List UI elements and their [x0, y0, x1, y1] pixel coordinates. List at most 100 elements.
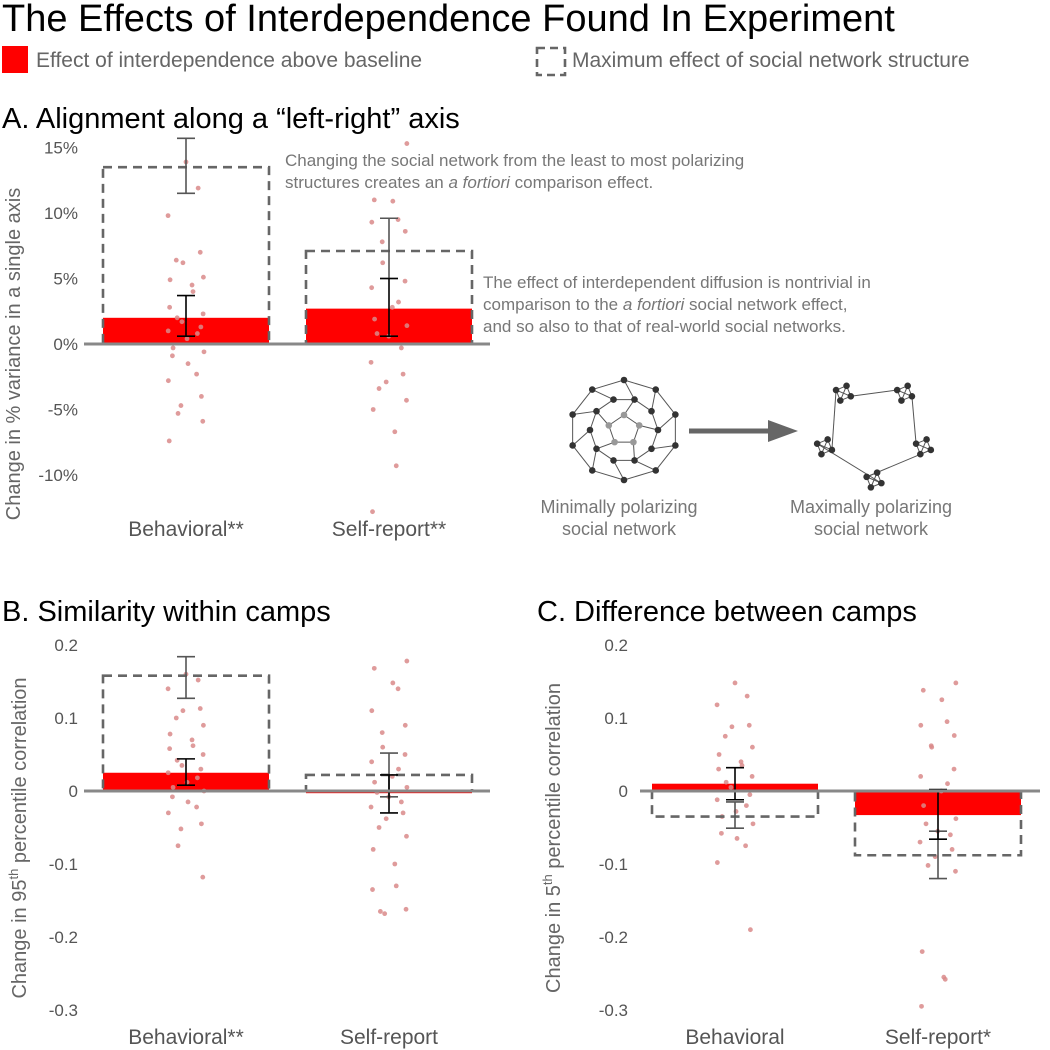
panel-b-data-point [395, 686, 401, 692]
panel-b-data-point [392, 861, 398, 867]
panel-c-data-point [939, 697, 945, 703]
network-node [631, 396, 638, 403]
panel-c-ytick-label: -0.3 [599, 1001, 628, 1020]
panel-a-data-point [396, 299, 401, 305]
panel-c-data-point [743, 843, 748, 849]
panel-b-data-point [393, 883, 399, 889]
network-node [863, 473, 870, 481]
network-edge [589, 411, 597, 431]
network-node [824, 436, 831, 443]
network-node [893, 386, 901, 394]
network-node [927, 446, 935, 454]
panel-a-data-point [175, 411, 181, 416]
network-node [672, 411, 679, 418]
network-edge [623, 379, 635, 400]
network-node [635, 422, 643, 429]
panel-c-data-point [714, 860, 720, 865]
panel-c-data-point [953, 680, 959, 686]
panel-a-data-point [199, 394, 204, 399]
panel-b-data-point [185, 799, 191, 805]
panel-b-data-point [402, 722, 408, 728]
panel-a-data-point [201, 349, 207, 355]
panel-b-data-point [376, 825, 382, 830]
panel-a-data-point [166, 438, 172, 444]
panel-a-data-point [167, 304, 173, 310]
network-node [652, 467, 660, 474]
network-edge [572, 410, 597, 416]
panel-b-data-point [197, 706, 203, 711]
network-node [873, 469, 881, 476]
panel-a-data-point [376, 386, 382, 391]
network-node [620, 376, 628, 384]
panel-a-data-point [370, 407, 376, 412]
panel-b-data-point [400, 810, 406, 816]
annotation-2-line-2: comparison to the a fortiori social netw… [483, 295, 847, 314]
panel-b-data-point [404, 833, 409, 839]
panel-c-data-point [750, 821, 756, 827]
panel-c-data-point [949, 847, 955, 852]
panel-a-data-point [179, 319, 185, 325]
panel-a-data-point [374, 331, 380, 336]
panel-b-data-point [195, 677, 201, 683]
panel-c-data-point [728, 784, 734, 790]
network-edge [816, 443, 882, 484]
panel-c-data-point [947, 832, 953, 838]
panel-c-data-point [747, 792, 753, 798]
panel-a-ytick-label: -5% [48, 401, 78, 420]
legend-red-label: Effect of interdependence above baseline [36, 49, 422, 72]
panel-b-data-point [368, 804, 374, 810]
panel-a-data-point [200, 311, 206, 317]
panel-c-data-point [744, 693, 750, 699]
panel-c-ytick-label: 0.1 [604, 709, 628, 728]
panel-a-data-point [165, 328, 171, 334]
max-network-label-line-2: social network [814, 519, 929, 539]
panel-b-data-point [189, 737, 195, 743]
panel-b-data-point [372, 779, 377, 785]
panel-b-data-point [382, 911, 388, 917]
network-edge [592, 389, 614, 401]
panel-c-data-point [714, 702, 720, 708]
panel-a-data-point [180, 260, 186, 266]
network-node [610, 396, 617, 403]
panel-a-data-point [369, 219, 375, 225]
panel-a-data-point [198, 324, 204, 330]
panel-c-data-point [921, 803, 926, 808]
panel-c-data-point [951, 733, 957, 738]
panel-b-data-point [370, 887, 375, 892]
panel-c-category-label: Self-report* [885, 1026, 991, 1049]
panel-a-data-point [389, 304, 395, 310]
network-edge [596, 448, 614, 461]
panel-b-data-point [369, 708, 375, 714]
network-node [843, 382, 850, 390]
panel-b-ytick-label: 0.1 [54, 709, 78, 728]
network-node [672, 442, 679, 449]
panel-b-data-point [200, 874, 206, 880]
panel-a-data-point [194, 331, 200, 336]
annotation-2-line-1: The effect of interdependent diffusion i… [483, 273, 871, 292]
network-edge [651, 444, 676, 450]
annotation-1-line-2: structures creates an a fortiori compari… [285, 173, 653, 192]
panel-b-data-point [194, 775, 200, 781]
network-node [652, 386, 660, 393]
panel-a-data-point [404, 397, 409, 403]
legend-dashed-label: Maximum effect of social network structu… [572, 49, 970, 72]
network-edge [589, 429, 597, 449]
panel-c-data-point [923, 821, 929, 827]
panel-b-data-point [396, 766, 401, 772]
minimally-polarizing-network-diagram [569, 376, 679, 484]
network-node [648, 407, 655, 415]
panel-b-plot: 0.2 0.1 0 -0.1 -0.2 -0.3 Behavioral** Self-repo… [49, 636, 490, 1049]
network-node [832, 386, 840, 394]
network-node [917, 450, 924, 458]
panel-a-data-point [167, 277, 173, 283]
panel-a-plot: 15% 10% 5% 0% -5% -10% Behavioral** Self-report… [38, 137, 490, 541]
panel-a-data-point [379, 239, 385, 245]
panel-c-title: C. Difference between camps [537, 596, 917, 628]
network-node [648, 445, 655, 453]
panel-c-data-point [920, 687, 926, 693]
panel-a-data-point [370, 509, 375, 515]
network-edge [592, 379, 625, 391]
panel-b-data-point [390, 680, 396, 686]
panel-b-data-point [194, 804, 199, 810]
